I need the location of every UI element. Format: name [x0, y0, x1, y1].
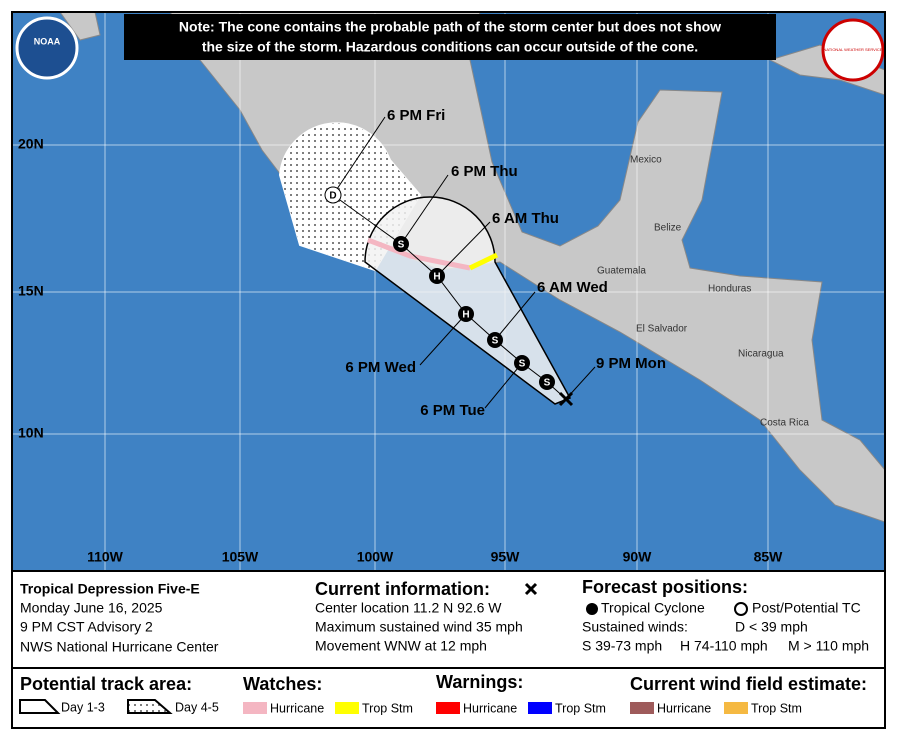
marker-letter: S	[398, 240, 405, 251]
lat-label: 15N	[18, 283, 44, 299]
trop-stm-watch	[468, 252, 499, 271]
frame	[11, 11, 886, 729]
place: Costa Rica	[760, 418, 809, 429]
hurricane-watch	[367, 237, 471, 271]
forecast-title: Forecast positions:	[582, 577, 748, 597]
place: Mexico	[630, 155, 662, 166]
lat-label: 10N	[18, 425, 44, 441]
note: the size of the storm. Hazardous conditi…	[202, 39, 698, 55]
current-info: Movement WNW at 12 mph	[315, 638, 487, 654]
forecast-info: Post/Potential TC	[752, 600, 861, 616]
forecast-info: Sustained winds:	[582, 619, 688, 635]
tc-icon	[586, 603, 598, 615]
marker-letter: D	[329, 191, 336, 202]
place: Honduras	[708, 284, 751, 295]
place: Nicaragua	[738, 349, 784, 360]
markers: D S H H S S S	[324, 186, 574, 407]
legend-item: Day 4-5	[175, 700, 219, 714]
current-title: Current information:	[315, 579, 490, 599]
note: Note: The cone contains the probable pat…	[179, 19, 721, 35]
marker-circle	[539, 374, 555, 390]
nws-logo	[821, 18, 885, 82]
place: Guatemala	[597, 266, 646, 277]
baja	[59, 12, 101, 41]
legend-title: Watches:	[243, 674, 322, 694]
ptc-icon	[734, 602, 748, 616]
current-icon	[524, 582, 538, 596]
forecast-info: M > 110 mph	[788, 638, 869, 654]
marker-circle	[458, 306, 474, 322]
lon-label: 85W	[754, 549, 784, 565]
marker-circle	[393, 236, 409, 252]
marker-letter: S	[544, 378, 551, 389]
forecast-label: 6 PM Fri	[387, 107, 445, 124]
marker-letter: H	[433, 272, 440, 283]
day4-5-icon	[127, 699, 173, 714]
day1-3-icon	[19, 699, 61, 714]
forecast-info: D < 39 mph	[735, 619, 808, 635]
cuba	[768, 44, 885, 96]
forecast-label: 6 PM Thu	[451, 163, 518, 180]
legend-item: Trop Stm	[555, 701, 606, 715]
noaa-logo-text: NOAA	[34, 36, 61, 46]
legend-title: Warnings:	[436, 672, 523, 692]
forecast-label: 9 PM Mon	[596, 355, 666, 372]
note-box	[124, 14, 776, 60]
lon-label: 100W	[357, 549, 394, 565]
marker-circle	[429, 268, 445, 284]
current-info: Center location 11.2 N 92.6 W	[315, 600, 502, 616]
legend-title: Current wind field estimate:	[630, 674, 867, 694]
legend-title: Potential track area:	[20, 674, 192, 694]
marker-circle	[324, 186, 342, 204]
swatch	[630, 702, 654, 714]
swatch	[724, 702, 748, 714]
lon-label: 110W	[87, 549, 124, 565]
leaders	[332, 116, 596, 409]
marker-letter: H	[462, 310, 469, 321]
storm-name: Tropical Depression Five-E	[20, 581, 200, 597]
noaa-logo	[15, 16, 79, 80]
forecast-label: 6 PM Wed	[345, 359, 416, 376]
legend-item: Trop Stm	[751, 701, 802, 715]
lon-label: 90W	[623, 549, 653, 565]
lon-label: 95W	[491, 549, 521, 565]
marker-letter: S	[492, 336, 499, 347]
marker-letter: S	[519, 359, 526, 370]
storm-info: Monday June 16, 2025	[20, 600, 163, 616]
forecast-info: S 39-73 mph	[582, 638, 662, 654]
map: D S H H S S S 6 PM Fri 6 PM Thu 6 AM Thu…	[12, 12, 885, 570]
nws-logo-text: NATIONAL WEATHER SERVICE	[824, 47, 883, 52]
marker-circle	[487, 332, 503, 348]
marker-circle	[514, 355, 530, 371]
legend-item: Hurricane	[657, 701, 711, 715]
swatch	[436, 702, 460, 714]
legend-item: Day 1-3	[61, 700, 105, 714]
current-position	[558, 391, 574, 407]
lat-label: 20N	[18, 136, 44, 152]
lon-label: 105W	[222, 549, 259, 565]
swatch	[243, 702, 267, 714]
place: Belize	[654, 223, 682, 234]
legend-item: Hurricane	[270, 701, 324, 715]
forecast-info: H 74-110 mph	[680, 638, 768, 654]
swatch	[335, 702, 359, 714]
storm-info: 9 PM CST Advisory 2	[20, 619, 153, 635]
legend-item: Hurricane	[463, 701, 517, 715]
forecast-info: Tropical Cyclone	[601, 600, 705, 616]
graticule	[12, 12, 885, 570]
forecast-label: 6 AM Thu	[492, 210, 559, 227]
current-info: Maximum sustained wind 35 mph	[315, 619, 523, 635]
forecast-label: 6 PM Tue	[420, 402, 485, 419]
legend-item: Trop Stm	[362, 701, 413, 715]
storm-info: NWS National Hurricane Center	[20, 639, 219, 655]
forecast-label: 6 AM Wed	[537, 279, 608, 296]
place: El Salvador	[636, 324, 688, 335]
swatch	[528, 702, 552, 714]
